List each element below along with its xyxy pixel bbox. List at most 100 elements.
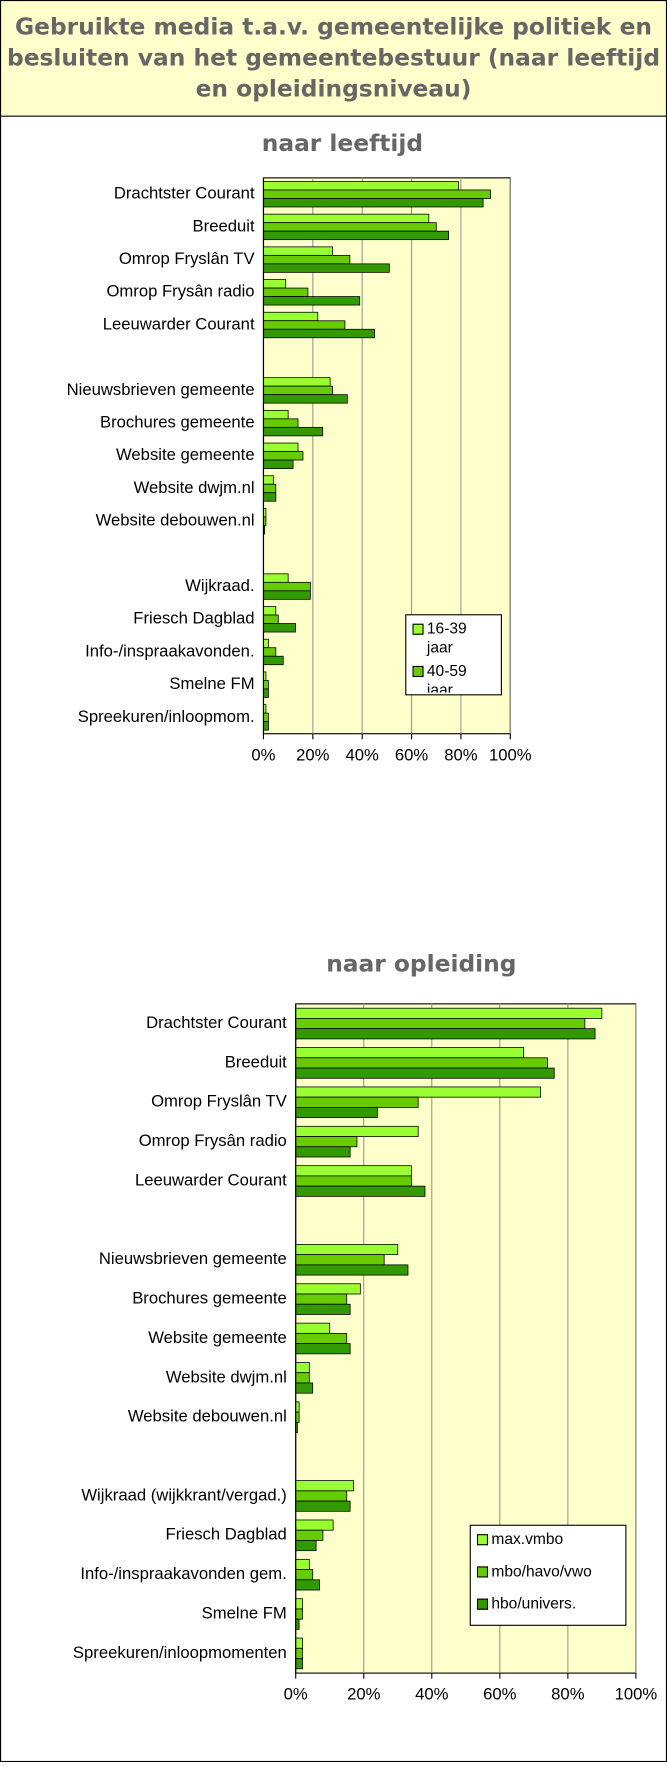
y-tick-label: Smelne FM [169, 674, 254, 693]
bar [295, 1579, 320, 1591]
legend-item: mbo/havo/vwo [476, 1561, 622, 1581]
bar [295, 1490, 348, 1502]
bar [263, 311, 319, 322]
y-tick-label: Omrop Frysân radio [139, 1131, 287, 1150]
y-tick-label: Brochures gemeente [132, 1289, 287, 1308]
bar [263, 623, 296, 633]
y-tick-label: Brochures gemeente [100, 413, 255, 432]
bar [263, 688, 269, 698]
bar [295, 1322, 331, 1334]
y-tick-label: Website debouwen.nl [96, 511, 255, 530]
bar [263, 614, 279, 624]
bar [295, 1057, 548, 1069]
bar [263, 385, 333, 396]
header-wrap: Gebruikte media t.a.v. gemeentelijke pol… [6, 13, 661, 103]
legend-item: max.vmbo [476, 1530, 622, 1549]
bar [295, 1558, 310, 1570]
bar [263, 655, 284, 666]
y-tick-label: Nieuwsbrieven gemeente [99, 1249, 287, 1268]
bar [295, 1125, 419, 1137]
x-tick-label: 100% [615, 1685, 658, 1704]
bar [263, 721, 269, 731]
bar [295, 1264, 409, 1276]
bar [263, 287, 309, 297]
bar [295, 1529, 324, 1541]
bar [263, 590, 311, 600]
legend-item: hbo/univers. [476, 1594, 622, 1613]
legend-box [469, 1524, 627, 1626]
bar [263, 647, 277, 657]
legend-label: 16-39 jaar [426, 619, 467, 656]
legend-swatch [476, 1534, 489, 1546]
bar [295, 1107, 378, 1119]
legend-label: mbo/havo/vwo [491, 1561, 592, 1580]
bar [295, 1244, 399, 1256]
bar [295, 1362, 310, 1374]
bar [295, 1332, 348, 1344]
legend: 16-39 jaar 40-59 jaar [412, 619, 499, 693]
y-tick-label: Breeduit [193, 216, 255, 235]
x-tick-label: 40% [415, 1685, 449, 1704]
bar [263, 189, 491, 199]
bar [263, 409, 289, 420]
bar [263, 638, 269, 649]
bar [295, 1175, 412, 1187]
y-tick-label: Wijkraad. [185, 576, 254, 595]
bar [263, 426, 324, 437]
bar [295, 1519, 334, 1531]
y-tick-label: Breeduit [225, 1052, 287, 1071]
bar [263, 296, 361, 306]
y-tick-label: Website gemeente [116, 445, 255, 464]
bar [295, 1303, 351, 1315]
bar [295, 1569, 314, 1581]
bar [295, 1067, 555, 1079]
y-tick-label: Omrop Frysân radio [106, 282, 254, 301]
y-tick-label: Drachtster Courant [114, 184, 255, 203]
bar [295, 1658, 303, 1670]
bar [263, 198, 484, 208]
bar [295, 1136, 358, 1148]
bar [263, 213, 430, 224]
bar [295, 1540, 317, 1552]
bar [295, 1382, 314, 1394]
y-tick-label: Website debouwen.nl [128, 1407, 287, 1426]
legend-item: 16-39 jaar [412, 619, 479, 657]
bar [263, 279, 287, 289]
legend-wrap: max.vmbo mbo/havo/vwo hbo/univers. [476, 1530, 624, 1613]
y-tick-label: Wijkraad (wijkkrant/vergad.) [81, 1485, 286, 1504]
bar [263, 442, 299, 452]
bar [295, 1254, 385, 1266]
y-tick-label: Leeuwarder Courant [135, 1170, 287, 1189]
header-box [0, 0, 667, 117]
bar [263, 320, 346, 330]
y-tick-label: Website dwjm.nl [166, 1367, 287, 1386]
y-tick-label: Website gemeente [148, 1328, 287, 1347]
bar [263, 459, 294, 469]
bar [263, 483, 277, 494]
bar [263, 418, 299, 428]
legend: max.vmbo mbo/havo/vwo hbo/univers. [476, 1530, 624, 1613]
legend-swatch [412, 623, 424, 635]
bar [295, 1598, 303, 1610]
y-tick-label: Friesch Dagblad [133, 609, 254, 628]
bar [263, 181, 459, 191]
legend-wrap: 16-39 jaar 40-59 jaar [412, 619, 499, 693]
bar [263, 475, 274, 485]
y-tick-label: Info-/inspraakavonden. [85, 641, 254, 660]
bar [295, 1480, 354, 1492]
legend-item: 40-59 jaar [412, 661, 479, 693]
bar [295, 1007, 603, 1019]
y-tick-label: Spreekuren/inloopmom. [78, 707, 255, 726]
legend-swatch [412, 665, 424, 678]
bar [295, 1372, 310, 1384]
bar [295, 1283, 361, 1295]
bar [295, 1608, 303, 1620]
chart-title: naar leeftijd [262, 129, 423, 157]
legend-swatch [476, 1598, 489, 1610]
y-tick-label: Leeuwarder Courant [103, 314, 255, 333]
bar [263, 680, 269, 690]
header-title: Gebruikte media t.a.v. gemeentelijke pol… [6, 13, 661, 103]
x-tick-label: 20% [347, 1685, 381, 1704]
